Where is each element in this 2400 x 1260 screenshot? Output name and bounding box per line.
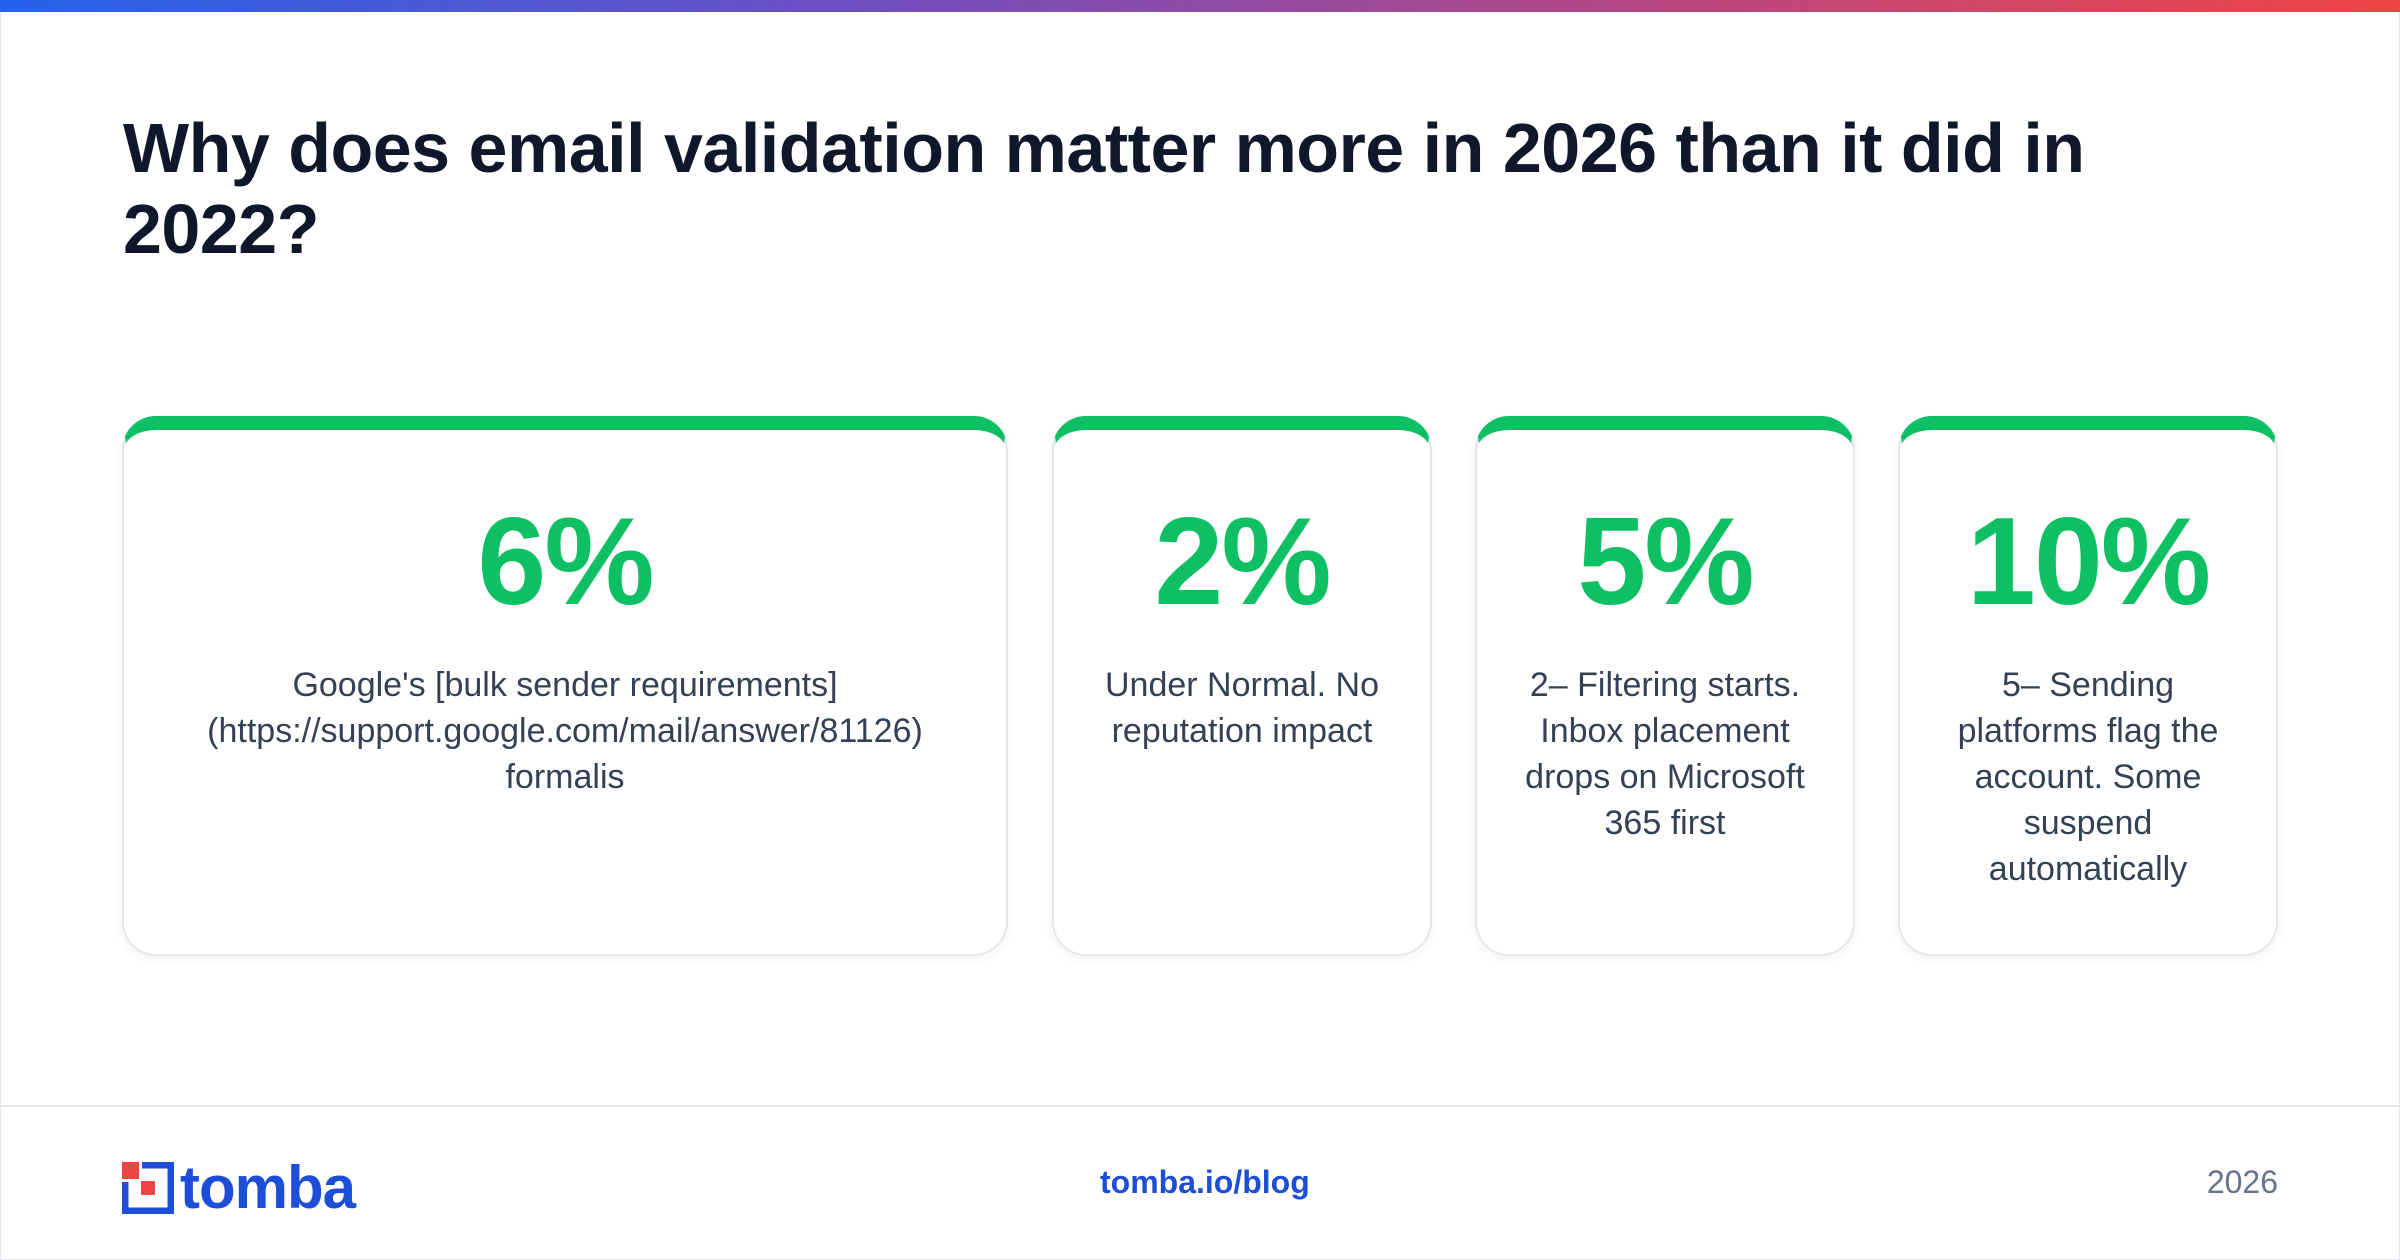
stat-value: 5%: [1577, 493, 1754, 631]
blog-link[interactable]: tomba.io/blog: [1100, 1164, 1310, 1200]
top-gradient-bar: [0, 0, 2400, 12]
stat-value: 10%: [1966, 493, 2211, 631]
footer-year: 2026: [2206, 1164, 2278, 1200]
footer-divider: [0, 1105, 2400, 1107]
page-title: Why does email validation matter more in…: [123, 109, 2085, 269]
tomba-logo-icon: [122, 1162, 174, 1214]
stat-value: 6%: [477, 493, 654, 631]
stat-value: 2%: [1154, 493, 1331, 631]
logo-text: tomba: [180, 1154, 356, 1221]
tomba-logo[interactable]: tomba: [122, 1154, 356, 1221]
stat-description: 5– Sending platforms flag the account. S…: [1957, 666, 2219, 888]
stat-description: Under Normal. No reputation impact: [1105, 666, 1379, 750]
stat-card: 6% Google's [bulk sender requirements] (…: [122, 416, 1008, 956]
stat-card: 10% 5– Sending platforms flag the accoun…: [1898, 416, 2278, 956]
stat-card: 5% 2– Filtering starts. Inbox placement …: [1475, 416, 1855, 956]
stat-description: 2– Filtering starts. Inbox placement dro…: [1525, 666, 1805, 842]
stat-card: 2% Under Normal. No reputation impact: [1052, 416, 1432, 956]
stat-description: Google's [bulk sender requirements] (htt…: [207, 666, 923, 796]
